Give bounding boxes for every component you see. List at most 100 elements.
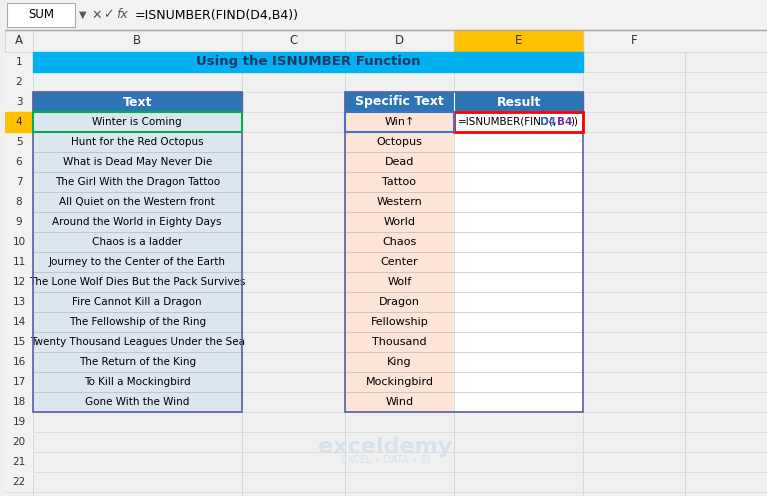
Bar: [345, 292, 454, 312]
Text: Winter is Coming: Winter is Coming: [92, 117, 182, 127]
Text: Hunt for the Red Octopus: Hunt for the Red Octopus: [71, 137, 203, 147]
Text: The Girl With the Dragon Tattoo: The Girl With the Dragon Tattoo: [54, 177, 220, 187]
Text: 20: 20: [12, 437, 25, 447]
Text: 5: 5: [15, 137, 22, 147]
Bar: [454, 112, 583, 132]
Bar: [345, 232, 454, 252]
Text: 18: 18: [12, 397, 25, 407]
Text: 21: 21: [12, 457, 25, 467]
Bar: [454, 132, 583, 152]
Text: 19: 19: [12, 417, 25, 427]
Text: Dead: Dead: [385, 157, 414, 167]
Text: The Fellowship of the Ring: The Fellowship of the Ring: [69, 317, 206, 327]
Text: SUM: SUM: [28, 8, 54, 21]
Text: Thousand: Thousand: [372, 337, 426, 347]
Text: F: F: [630, 35, 637, 48]
Bar: [33, 132, 242, 152]
Text: C: C: [289, 35, 298, 48]
Text: 13: 13: [12, 297, 25, 307]
Bar: [5, 192, 33, 212]
Text: What is Dead May Never Die: What is Dead May Never Die: [63, 157, 212, 167]
Bar: [454, 112, 583, 132]
Text: 2: 2: [15, 77, 22, 87]
Text: B4: B4: [558, 117, 573, 127]
Bar: [345, 132, 454, 152]
Bar: [33, 92, 242, 412]
Bar: [345, 392, 454, 412]
Text: King: King: [387, 357, 412, 367]
Text: 6: 6: [15, 157, 22, 167]
Text: A: A: [15, 35, 23, 48]
Text: Around the World in Eighty Days: Around the World in Eighty Days: [52, 217, 222, 227]
Bar: [5, 312, 33, 332]
Bar: [5, 472, 33, 492]
Text: World: World: [384, 217, 416, 227]
Text: The Lone Wolf Dies But the Pack Survives: The Lone Wolf Dies But the Pack Survives: [29, 277, 245, 287]
Bar: [345, 252, 454, 272]
Bar: [454, 172, 583, 192]
Bar: [345, 272, 454, 292]
Bar: [5, 30, 767, 52]
Bar: [5, 392, 33, 412]
Text: Result: Result: [496, 96, 541, 109]
Text: Center: Center: [380, 257, 418, 267]
Text: 22: 22: [12, 477, 25, 487]
Bar: [5, 252, 33, 272]
Text: D: D: [395, 35, 404, 48]
Bar: [5, 292, 33, 312]
Text: E: E: [515, 35, 522, 48]
Text: =ISNUMBER(FIND(D4,B4)): =ISNUMBER(FIND(D4,B4)): [134, 8, 298, 21]
Bar: [33, 372, 242, 392]
Bar: [33, 52, 583, 72]
Bar: [454, 372, 583, 392]
Bar: [454, 352, 583, 372]
Bar: [33, 392, 242, 412]
Bar: [345, 152, 454, 172]
Bar: [345, 372, 454, 392]
Bar: [5, 0, 767, 30]
Text: Journey to the Center of the Earth: Journey to the Center of the Earth: [49, 257, 225, 267]
Text: Twenty Thousand Leagues Under the Sea: Twenty Thousand Leagues Under the Sea: [30, 337, 245, 347]
Bar: [454, 152, 583, 172]
Bar: [454, 292, 583, 312]
Text: Octopus: Octopus: [377, 137, 423, 147]
Bar: [33, 272, 242, 292]
Text: EXCEL • DATA • BI: EXCEL • DATA • BI: [341, 455, 430, 465]
Text: 15: 15: [12, 337, 25, 347]
Text: Wind: Wind: [385, 397, 413, 407]
Text: 10: 10: [12, 237, 25, 247]
Bar: [345, 192, 454, 212]
Text: All Quiet on the Western front: All Quiet on the Western front: [59, 197, 215, 207]
Bar: [33, 172, 242, 192]
Text: Text: Text: [123, 96, 152, 109]
Bar: [5, 112, 33, 132]
Text: Win↑: Win↑: [384, 117, 415, 127]
Bar: [454, 332, 583, 352]
Bar: [5, 452, 33, 472]
Bar: [454, 30, 583, 52]
Text: )): )): [571, 117, 578, 127]
Bar: [345, 352, 454, 372]
Text: Mockingbird: Mockingbird: [365, 377, 433, 387]
Text: 3: 3: [15, 97, 22, 107]
Text: 1: 1: [15, 57, 22, 67]
Text: ✓: ✓: [104, 8, 114, 21]
Bar: [33, 292, 242, 312]
Bar: [33, 312, 242, 332]
Bar: [5, 132, 33, 152]
Text: D4: D4: [539, 117, 555, 127]
Bar: [454, 392, 583, 412]
Bar: [345, 112, 454, 132]
Bar: [5, 232, 33, 252]
Text: 9: 9: [15, 217, 22, 227]
Bar: [5, 272, 33, 292]
Text: Wolf: Wolf: [387, 277, 412, 287]
Text: 11: 11: [12, 257, 25, 267]
Bar: [33, 152, 242, 172]
Bar: [33, 92, 242, 112]
Text: The Return of the King: The Return of the King: [79, 357, 196, 367]
Bar: [345, 212, 454, 232]
Bar: [345, 92, 583, 112]
Text: Chaos is a ladder: Chaos is a ladder: [92, 237, 183, 247]
Text: 4: 4: [15, 117, 22, 127]
